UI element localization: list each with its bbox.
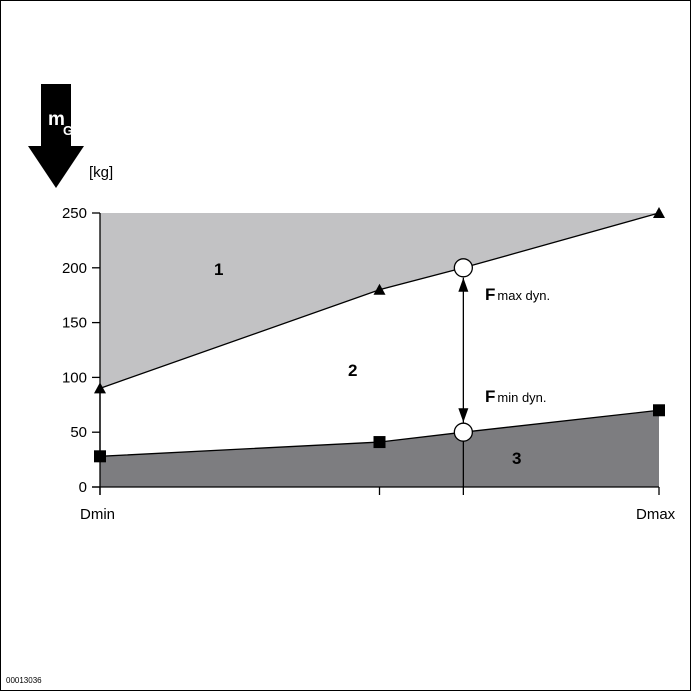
load-arrow-icon: m G (28, 84, 84, 188)
x-axis-ticks (99, 487, 660, 495)
mass-subscript: G (63, 123, 73, 138)
zone-3-label: 3 (512, 449, 521, 468)
lower-limit-line (99, 409, 660, 457)
zone-2-label: 2 (348, 361, 357, 380)
y-axis-ticks: 0 50 100 150 200 250 (62, 205, 100, 496)
circle-marker (453, 258, 474, 278)
zone-3-area (100, 410, 659, 487)
zone-1-area (100, 213, 659, 389)
figure-id: 00013036 (6, 676, 42, 685)
upper-limit-line (99, 212, 660, 389)
triangle-marker (94, 382, 106, 394)
triangle-marker (653, 207, 665, 218)
y-tick-label: 250 (62, 205, 87, 222)
y-tick-label: 0 (79, 479, 87, 496)
x-label-dmax: Dmax (636, 506, 676, 523)
mass-symbol: m (48, 109, 65, 130)
arrow-up-icon (458, 277, 469, 292)
y-tick-label: 50 (70, 424, 87, 441)
data-markers (94, 207, 665, 463)
triangle-marker (373, 283, 386, 295)
x-label-dmin: Dmin (80, 506, 115, 523)
zone-1-label: 1 (214, 260, 223, 279)
y-tick-label: 200 (62, 260, 87, 277)
arrow-down-icon (458, 408, 469, 423)
square-marker (94, 450, 106, 463)
unit-label: [kg] (89, 164, 113, 181)
y-tick-label: 150 (62, 315, 87, 332)
y-tick-label: 100 (62, 369, 87, 386)
circle-marker (453, 422, 474, 442)
square-marker (373, 436, 386, 449)
square-marker (653, 404, 665, 417)
